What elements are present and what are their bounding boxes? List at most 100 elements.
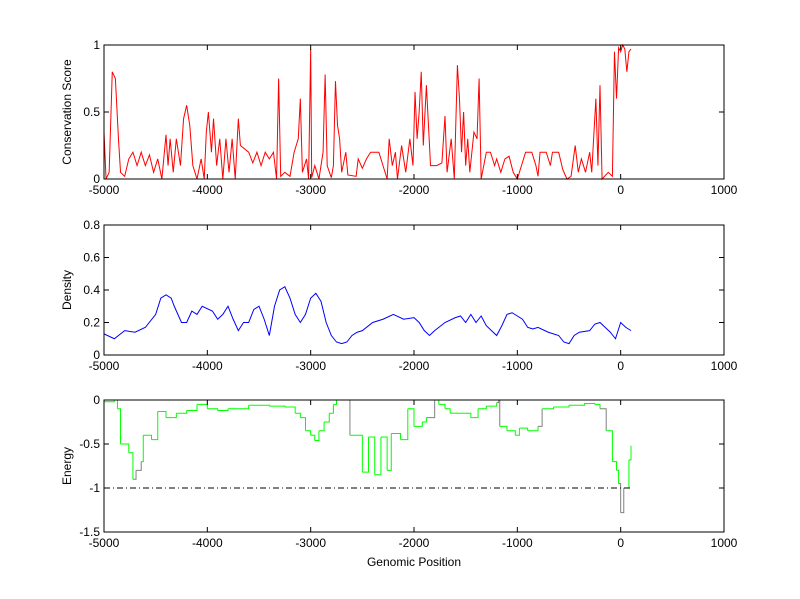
energy-step-segment [612,461,618,471]
x-tick-label: -2000 [399,359,430,373]
x-tick-label: -3000 [295,183,326,197]
energy-step-segment [616,469,620,484]
x-tick-label: -1000 [502,536,533,550]
energy-step-segment [499,425,508,431]
x-tick-label: 0 [617,359,624,373]
energy-step-segment [284,406,296,414]
x-tick-label: -4000 [192,359,223,373]
energy-step-segment [553,405,570,408]
energy-step-segment [569,403,585,406]
energy-step-segment [186,404,198,412]
energy-step-segment [128,452,134,480]
energy-step-segment [542,407,554,410]
energy-step-segment [387,433,392,471]
energy-step-segment [300,417,306,431]
energy-step-segment [426,400,436,419]
x-tick-label: 1000 [711,183,738,197]
energy-step-segment [314,430,320,441]
energy-step-segment [217,408,229,412]
energy-step-segment [318,422,325,432]
energy-step-segment [333,400,337,405]
x-tick-label: -1000 [502,183,533,197]
plot-area [104,225,724,355]
energy-step-segment [478,406,487,410]
x-tick-label: -1000 [502,359,533,373]
energy-step-segment [295,412,301,418]
energy-step-segment [391,432,402,440]
energy-step-segment [594,403,601,409]
x-tick-label: -4000 [192,183,223,197]
density-line [103,286,632,345]
energy-step-segment [438,403,446,409]
y-axis-label: Conservation Score [60,59,74,165]
energy-step-segment [207,408,219,411]
energy-step-segment [305,430,312,436]
energy-step-segment [515,428,520,436]
y-tick-label: 0.6 [83,251,100,265]
x-tick-label: -3000 [295,359,326,373]
energy-step-segment [606,430,613,462]
energy-step-segment [117,408,122,444]
energy-step-segment [519,427,529,431]
x-tick-label: -4000 [192,536,223,550]
energy-step-segment [166,413,177,419]
y-tick-label: 1 [93,38,100,52]
energy-step-segment [329,404,334,414]
energy-step-segment [141,435,144,463]
subplot-1: -5000 -4000 -3000 -2000 -1000 0 1000 0 0.5 1 Conse… [60,38,738,197]
y-tick-label: -1.5 [79,525,100,539]
energy-step-segment [628,445,632,461]
y-tick-label: -0.5 [79,437,100,451]
energy-step-segment [422,417,427,423]
energy-step-segment [362,436,370,473]
energy-step-segment [324,413,330,423]
x-tick-label: -3000 [295,536,326,550]
energy-step-segment [538,408,543,427]
energy-step-segment [470,408,479,419]
energy-step-segment [600,408,607,431]
x-tick-label: 0 [617,536,624,550]
x-tick-label: -5000 [89,359,120,373]
energy-step-segment [157,410,167,418]
energy-step-segment [374,436,382,476]
y-tick-label: 0.8 [83,218,100,232]
energy-step-segment [507,430,516,436]
y-tick-label: 0.2 [83,316,100,330]
subplot-3: -5000 -4000 -3000 -2000 -1000 0 1000 -1.5 -1 -0.5… [60,393,738,569]
y-tick-label: 0 [93,172,100,186]
energy-step-segment [400,408,409,441]
energy-step-segment [407,408,415,427]
energy-step-segment [380,436,388,471]
energy-step-segment [527,426,539,432]
energy-step-segment [620,488,625,514]
x-tick-label: 0 [617,183,624,197]
x-tick-label: -2000 [399,183,430,197]
y-axis-label: Density [60,270,74,310]
x-tick-label: 1000 [711,536,738,550]
subplot-2: -5000 -4000 -3000 -2000 -1000 0 1000 0 0.2 0.4 0.6… [60,218,738,373]
y-axis-label: Energy [60,447,74,485]
y-tick-label: 0.4 [83,283,100,297]
x-tick-label: -5000 [89,536,120,550]
y-tick-label: 0 [93,393,100,407]
energy-step-segment [496,400,500,404]
energy-step-segment [486,402,498,407]
energy-step-segment [132,470,137,480]
conservation-line [103,43,632,181]
energy-step-segment [143,434,153,440]
energy-step-segment [104,400,115,403]
y-tick-label: -1 [89,481,100,495]
y-tick-label: 0 [93,348,100,362]
x-axis-label: Genomic Position [367,555,461,569]
energy-step-segment [176,410,188,414]
energy-step-segment [228,405,250,410]
x-tick-label: 1000 [711,359,738,373]
x-tick-label: -5000 [89,183,120,197]
energy-step-segment [151,411,159,441]
energy-step-segment [120,443,130,453]
energy-step-segment [310,434,316,441]
energy-step-segment [414,422,423,427]
energy-step-segment [459,412,472,418]
